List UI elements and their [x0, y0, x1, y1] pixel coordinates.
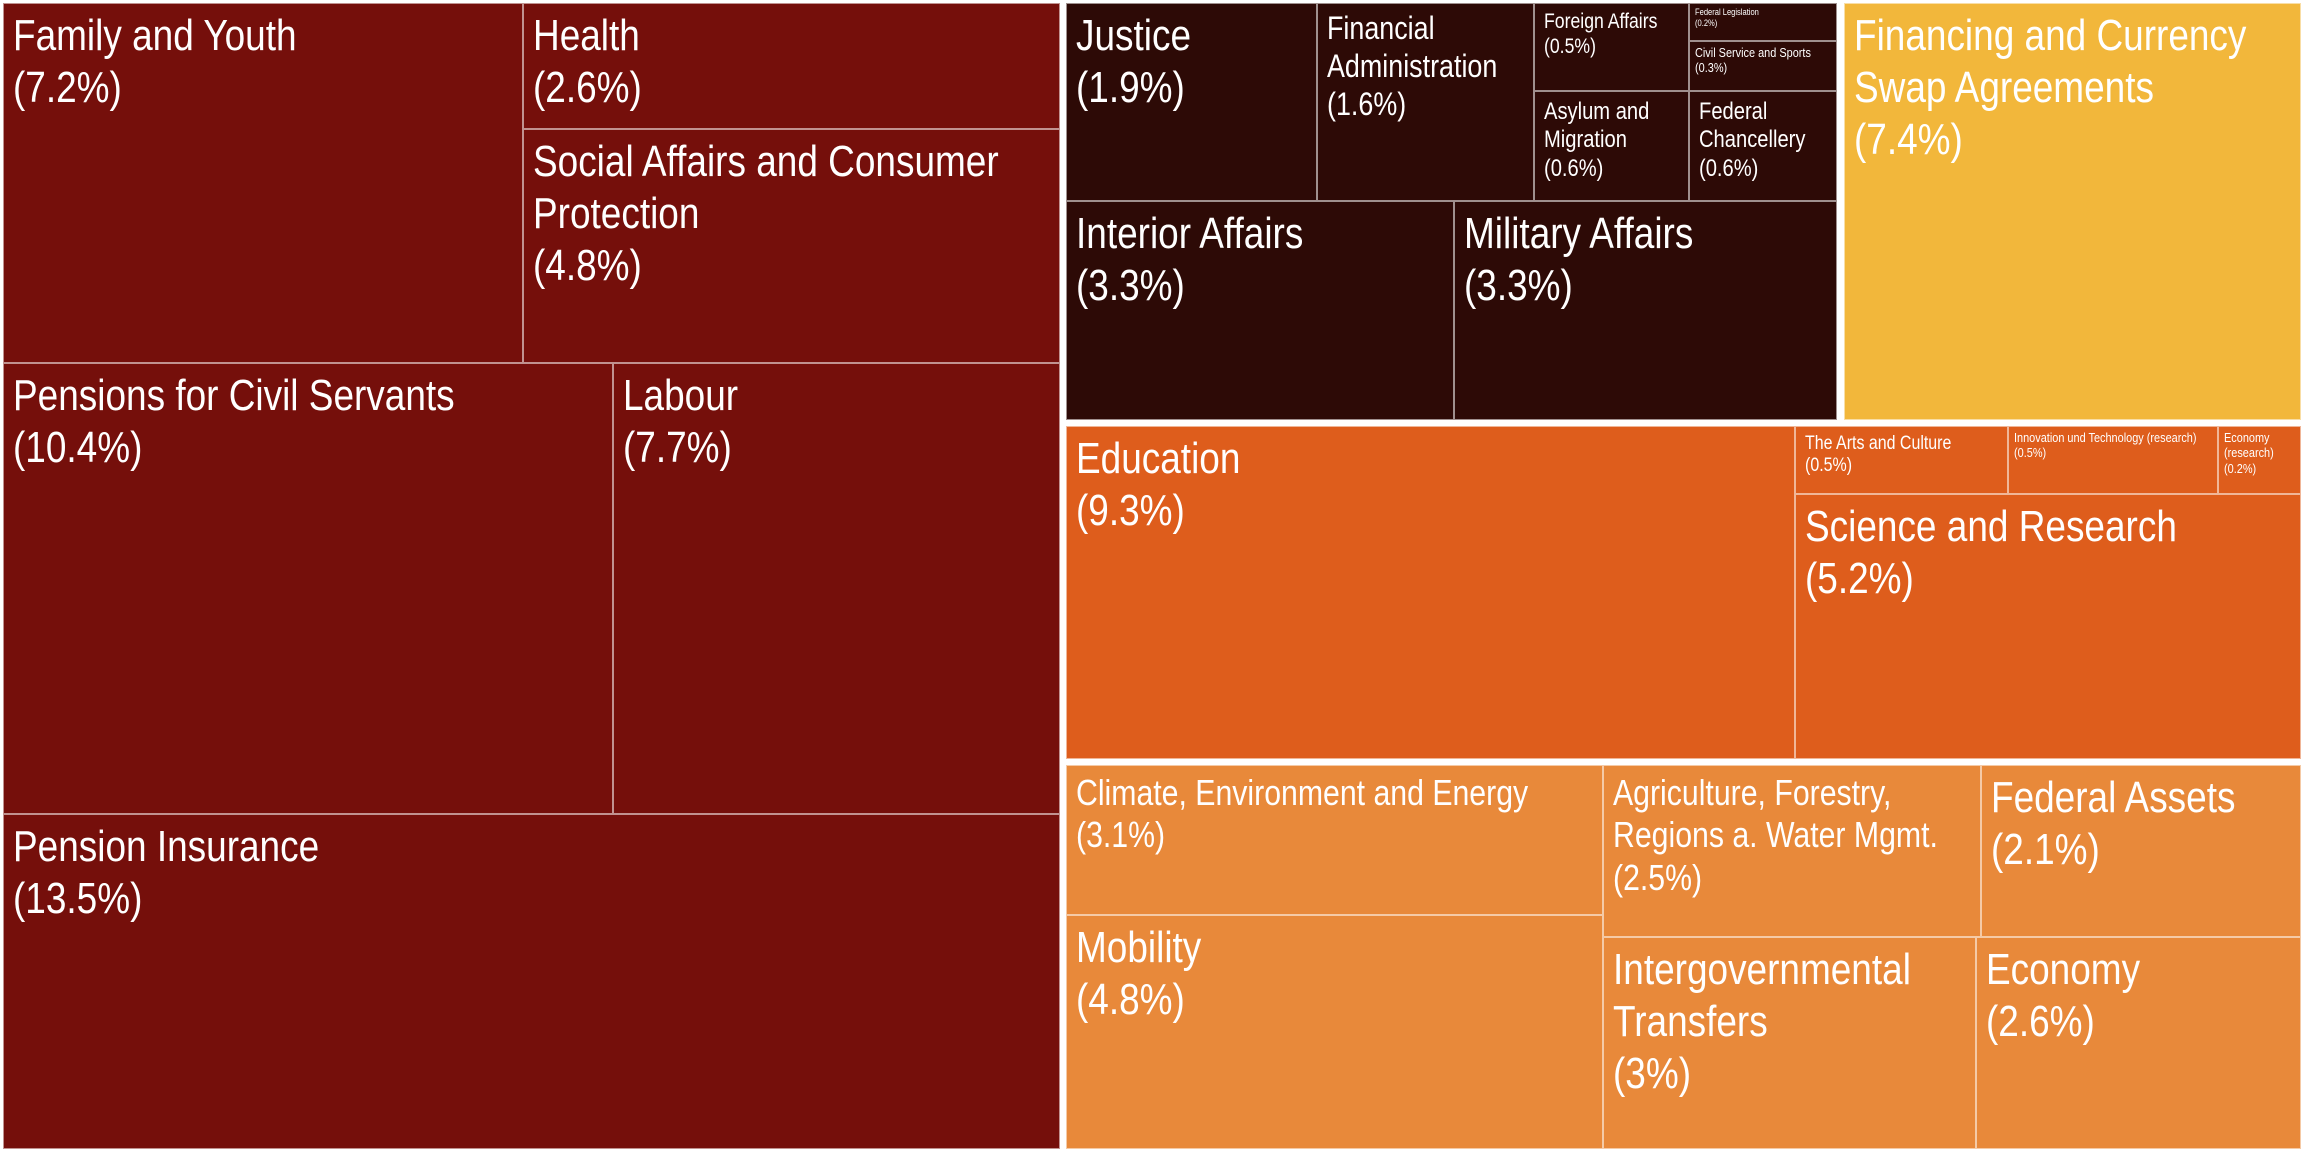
tile-label: Climate, Environment and Energy [1076, 772, 1529, 813]
tile-label: Civil Service and Sports [1695, 45, 1811, 60]
treemap-tile-science-and-research[interactable]: Science and Research (5.2%) [1795, 494, 2301, 759]
tile-label: The Arts and Culture [1805, 433, 1952, 454]
treemap-tile-climate-environment-and-energy[interactable]: Climate, Environment and Energy (3.1%) [1066, 765, 1603, 915]
tile-percentage: (4.8%) [533, 240, 642, 290]
treemap-tile-federal-legislation[interactable]: Federal Legislation (0.2%) [1689, 3, 1837, 41]
treemap-tile-intergovernmental-transfers[interactable]: Intergovernmental Transfers (3%) [1603, 937, 1976, 1149]
tile-label: Social Affairs and Consumer Protection [533, 137, 999, 238]
treemap-tile-economy-research[interactable]: Economy (research) (0.2%) [2218, 426, 2301, 494]
tile-label: Military Affairs [1464, 209, 1694, 258]
treemap-tile-federal-assets[interactable]: Federal Assets (2.1%) [1981, 765, 2301, 937]
tile-percentage: (3.3%) [1076, 260, 1185, 310]
tile-percentage: (0.6%) [1699, 154, 1759, 182]
treemap-tile-military-affairs[interactable]: Military Affairs (3.3%) [1454, 201, 1837, 420]
treemap-tile-asylum-and-migration[interactable]: Asylum and Migration (0.6%) [1534, 91, 1689, 201]
treemap-tile-education[interactable]: Education (9.3%) [1066, 426, 1795, 759]
treemap-tile-labour[interactable]: Labour (7.7%) [613, 363, 1060, 814]
treemap-tile-pension-insurance[interactable]: Pension Insurance (13.5%) [3, 814, 1060, 1149]
tile-percentage: (0.5%) [1805, 455, 1853, 477]
tile-percentage: (4.8%) [1076, 974, 1185, 1024]
tile-percentage: (2.1%) [1991, 824, 2100, 874]
tile-label: Intergovernmental Transfers [1613, 945, 1911, 1046]
tile-percentage: (0.2%) [1695, 17, 1718, 28]
treemap-tile-mobility[interactable]: Mobility (4.8%) [1066, 915, 1603, 1149]
tile-label: Education [1076, 434, 1241, 483]
tile-label: Mobility [1076, 923, 1202, 972]
tile-label: Science and Research [1805, 502, 2177, 551]
tile-percentage: (1.9%) [1076, 62, 1185, 112]
tile-percentage: (3%) [1613, 1048, 1692, 1098]
tile-percentage: (9.3%) [1076, 485, 1185, 535]
treemap-tile-the-arts-and-culture[interactable]: The Arts and Culture (0.5%) [1795, 426, 2008, 494]
treemap-tile-justice[interactable]: Justice (1.9%) [1066, 3, 1317, 201]
tile-label: Labour [623, 371, 739, 420]
treemap-tile-economy[interactable]: Economy (2.6%) [1976, 937, 2301, 1149]
treemap-tile-foreign-affairs[interactable]: Foreign Affairs (0.5%) [1534, 3, 1689, 91]
tile-percentage: (0.2%) [2224, 460, 2257, 476]
tile-percentage: (7.4%) [1854, 114, 1963, 164]
treemap-tile-social-affairs-and-consumer-protection[interactable]: Social Affairs and Consumer Protection (4… [523, 129, 1060, 363]
tile-percentage: (0.5%) [1544, 34, 1596, 58]
treemap-tile-agriculture-forestry-regions-a-water-mgmt[interactable]: Agriculture, Forestry, Regions a. Water … [1603, 765, 1981, 937]
tile-label: Pensions for Civil Servants [13, 371, 455, 420]
treemap-tile-family-and-youth[interactable]: Family and Youth (7.2%) [3, 3, 523, 363]
tile-label: Federal Chancellery [1699, 98, 1806, 154]
tile-label: Foreign Affairs [1544, 10, 1658, 33]
treemap-tile-interior-affairs[interactable]: Interior Affairs (3.3%) [1066, 201, 1454, 420]
tile-label: Agriculture, Forestry, Regions a. Water … [1613, 772, 1938, 856]
treemap-tile-financial-administration[interactable]: Financial Administration (1.6%) [1317, 3, 1534, 201]
tile-label: Family and Youth [13, 11, 297, 60]
tile-percentage: (2.5%) [1613, 856, 1703, 898]
tile-percentage: (10.4%) [13, 422, 143, 472]
tile-percentage: (0.3%) [1695, 60, 1728, 76]
tile-percentage: (1.6%) [1327, 85, 1407, 122]
tile-label: Innovation und Technology (research) [2014, 430, 2197, 445]
tile-percentage: (3.3%) [1464, 260, 1573, 310]
tile-label: Interior Affairs [1076, 209, 1304, 258]
treemap-tile-federal-chancellery[interactable]: Federal Chancellery (0.6%) [1689, 91, 1837, 201]
tile-percentage: (2.6%) [533, 62, 642, 112]
tile-label: Economy (research) [2224, 430, 2274, 461]
treemap-tile-financing-and-currency-swap-agreements[interactable]: Financing and Currency Swap Agreements (7… [1844, 3, 2301, 420]
tile-percentage: (0.5%) [2014, 445, 2047, 461]
tile-label: Financing and Currency Swap Agreements [1854, 11, 2247, 112]
treemap-tile-innovation-und-technology-research[interactable]: Innovation und Technology (research) (0.5… [2008, 426, 2218, 494]
tile-percentage: (7.2%) [13, 62, 122, 112]
tile-label: Asylum and Migration [1544, 98, 1650, 154]
tile-label: Federal Legislation [1695, 7, 1759, 17]
tile-percentage: (0.6%) [1544, 154, 1604, 182]
treemap-tile-pensions-for-civil-servants[interactable]: Pensions for Civil Servants (10.4%) [3, 363, 613, 814]
tile-label: Health [533, 11, 640, 60]
tile-label: Economy [1986, 945, 2141, 994]
treemap-tile-civil-service-and-sports[interactable]: Civil Service and Sports (0.3%) [1689, 41, 1837, 91]
tile-percentage: (3.1%) [1076, 814, 1166, 856]
tile-label: Pension Insurance [13, 822, 320, 871]
tile-label: Financial Administration [1327, 10, 1498, 84]
tile-label: Justice [1076, 11, 1192, 60]
tile-label: Federal Assets [1991, 773, 2236, 822]
tile-percentage: (2.6%) [1986, 996, 2095, 1046]
tile-percentage: (13.5%) [13, 873, 143, 923]
tile-percentage: (7.7%) [623, 422, 732, 472]
tile-percentage: (5.2%) [1805, 553, 1914, 603]
treemap-tile-health[interactable]: Health (2.6%) [523, 3, 1060, 129]
